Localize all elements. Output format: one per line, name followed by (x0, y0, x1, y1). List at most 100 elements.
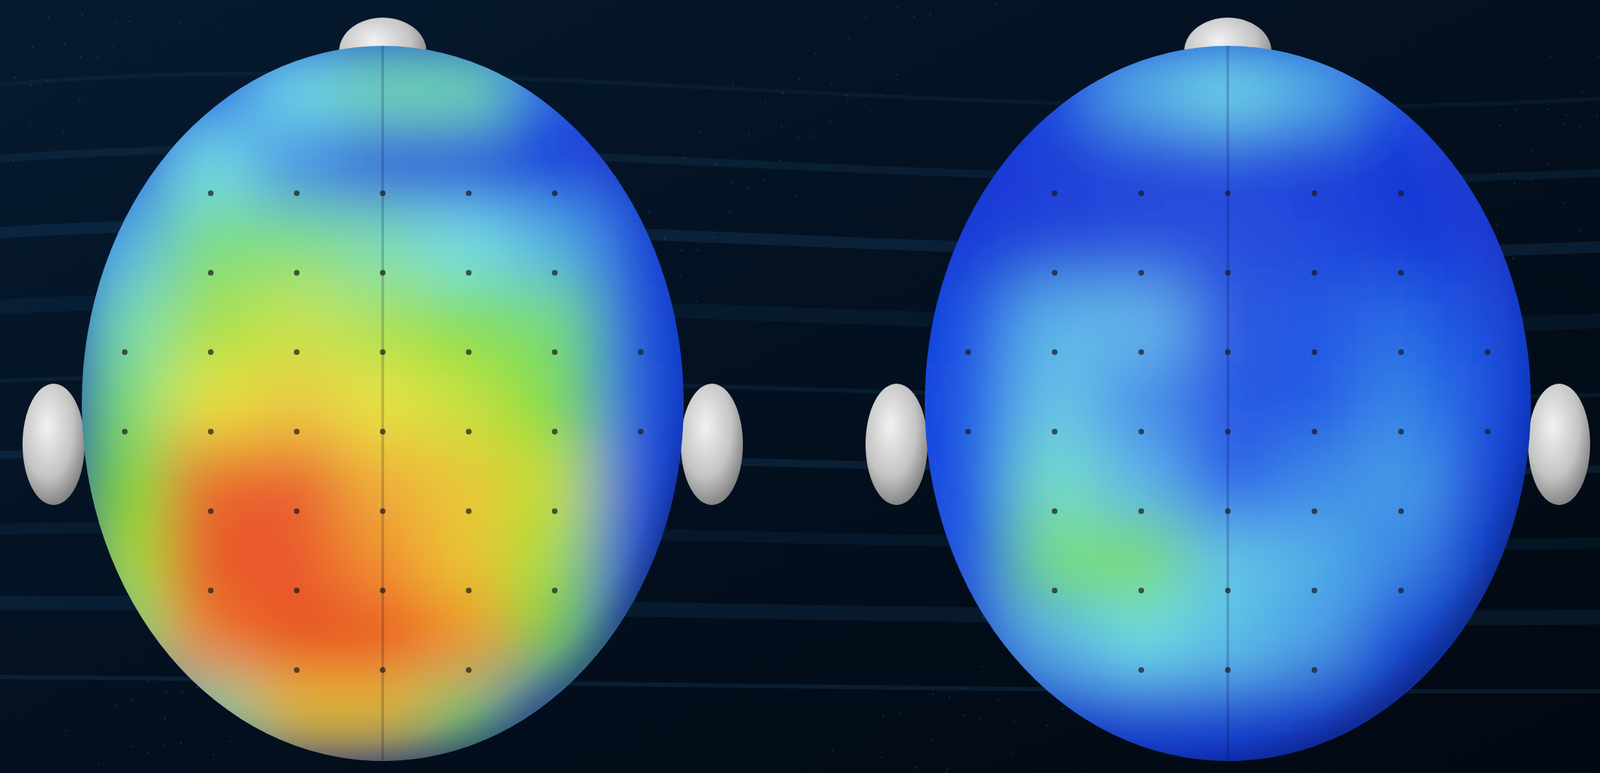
background-specks (0, 0, 1600, 772)
head-base (81, 45, 684, 761)
speck (180, 742, 182, 744)
speck (1531, 149, 1534, 151)
electrode (293, 508, 300, 514)
electrode (1398, 348, 1405, 355)
heat-cell (1443, 680, 1532, 762)
electrode (1225, 508, 1231, 514)
speck (995, 2, 998, 5)
electrode (1225, 428, 1231, 435)
electrode (1311, 190, 1318, 196)
electrode (1138, 269, 1144, 276)
speck (165, 691, 168, 693)
speck (1549, 55, 1551, 58)
speck (81, 14, 84, 16)
electrodes (964, 190, 1491, 673)
ear (22, 383, 85, 505)
speck (115, 704, 118, 706)
speck (64, 42, 66, 45)
speck (179, 21, 181, 24)
speck (695, 300, 698, 302)
head (22, 17, 743, 762)
electrode (551, 587, 558, 593)
speck (682, 156, 684, 158)
speck (764, 101, 767, 103)
speck (913, 16, 915, 18)
speck (196, 685, 199, 688)
speck (1597, 56, 1600, 58)
speck (863, 103, 865, 106)
speck (845, 94, 848, 96)
electrode (1485, 428, 1491, 435)
electrode (637, 348, 644, 355)
electrode (293, 587, 300, 593)
speck (797, 136, 799, 139)
speck (648, 211, 650, 213)
speck (1499, 124, 1501, 127)
electrode (1225, 348, 1231, 355)
electrode (293, 269, 300, 276)
ear (1528, 383, 1591, 505)
speck (814, 52, 817, 55)
speck (964, 687, 967, 689)
electrode (465, 348, 472, 355)
electrode (1485, 348, 1491, 355)
heat-cells (924, 45, 1532, 762)
speck (14, 76, 16, 79)
speck (729, 211, 731, 213)
head-base (924, 45, 1531, 761)
electrode (551, 428, 558, 435)
speck (1578, 229, 1581, 231)
electrode (121, 428, 128, 435)
heat-cell (924, 680, 1013, 762)
speck (813, 135, 815, 137)
electrode (379, 348, 386, 355)
speck (714, 162, 717, 165)
speck (730, 181, 733, 183)
electrode (465, 508, 472, 514)
electrode (1051, 269, 1058, 276)
electrode (207, 190, 214, 196)
electrode (1398, 269, 1405, 276)
speck (898, 712, 901, 715)
speck (114, 21, 116, 24)
speck (164, 717, 166, 719)
heat-cell (597, 45, 685, 127)
electrode (465, 269, 472, 276)
electrode (207, 348, 214, 355)
electrode (1311, 428, 1318, 435)
speck (832, 749, 834, 751)
speck (212, 753, 215, 755)
speck (882, 714, 884, 717)
electrode (1051, 348, 1058, 355)
electrode (1051, 508, 1058, 514)
electrode (1138, 348, 1144, 355)
ear (865, 383, 928, 505)
speck (162, 745, 165, 747)
electrode (379, 508, 386, 514)
speck (1565, 114, 1567, 116)
speck (698, 131, 700, 134)
speck (732, 83, 734, 86)
electrode (551, 190, 558, 196)
electrode (1225, 666, 1231, 673)
electrode (1051, 428, 1058, 435)
ear (680, 383, 743, 505)
speck (829, 121, 832, 123)
speck (1512, 257, 1515, 259)
speck (65, 729, 67, 731)
speck (1062, 707, 1064, 710)
speck (847, 99, 849, 101)
heat-cells (81, 45, 685, 762)
electrode (1311, 348, 1318, 355)
electrode (379, 587, 386, 593)
head (865, 17, 1591, 762)
speck (948, 696, 951, 698)
speck (130, 745, 132, 747)
speck (895, 74, 898, 76)
electrode (379, 190, 386, 196)
speck (697, 249, 699, 251)
electrode (465, 587, 472, 593)
heat-cell (1443, 45, 1532, 127)
midline (381, 45, 385, 761)
speck (1562, 202, 1565, 204)
